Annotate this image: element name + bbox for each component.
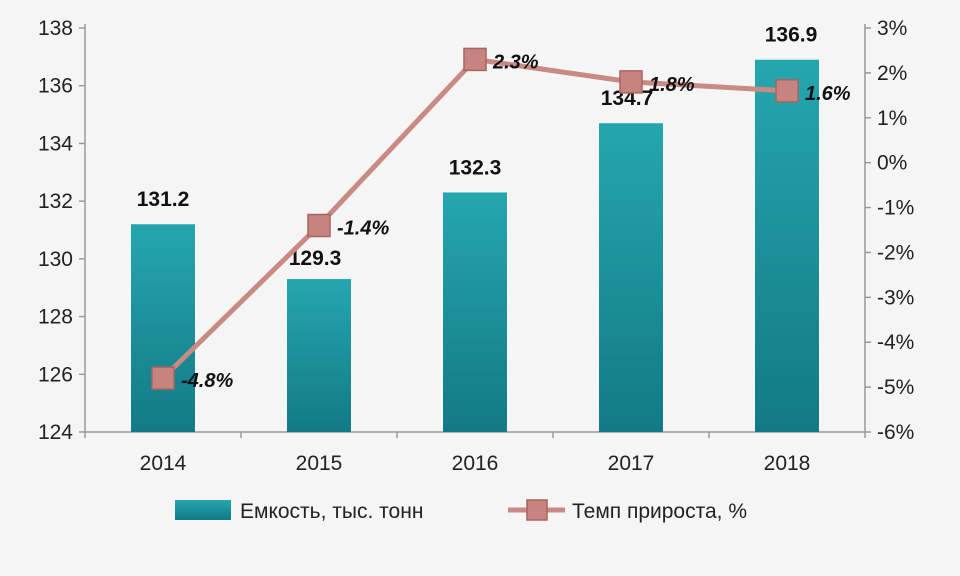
bar-2015 [287,279,351,432]
y-right-tick-label: -3% [877,286,914,309]
growth-rate-point-2014 [151,366,175,390]
bar-2018 [755,59,819,432]
growth-rate-data-label: -4.8% [181,370,233,392]
x-tick-label: 2018 [764,452,811,475]
bar-data-label: 132.3 [449,156,502,179]
y-left-tick-label: 138 [38,17,73,40]
y-right-tick-label: 3% [877,17,907,40]
growth-rate-data-label: -1.4% [337,218,389,240]
bar-2017 [599,123,663,432]
legend-marker-growth [526,499,548,521]
y-right-tick-label: -2% [877,241,914,264]
legend-swatch-capacity [175,500,231,520]
legend-label-growth: Темп прироста, % [572,500,747,523]
x-tick-label: 2017 [608,452,655,475]
y-left-tick-label: 134 [38,132,73,155]
x-tick-label: 2015 [296,452,343,475]
y-right-tick-label: 2% [877,62,907,85]
y-right-tick-label: -5% [877,376,914,399]
growth-rate-data-label: 2.3% [492,51,539,73]
x-tick-label: 2016 [452,452,499,475]
y-right-tick-label: 0% [877,152,907,175]
bar-2014 [131,224,195,432]
growth-rate-point-2016 [463,47,487,72]
x-tick-label: 2014 [140,452,187,475]
y-left-tick-label: 128 [38,306,73,329]
y-left-tick-label: 124 [38,421,73,444]
bar-2016 [443,192,507,432]
growth-rate-data-label: 1.6% [805,83,851,105]
y-left-tick-label: 130 [38,248,73,271]
y-right-tick-label: -6% [877,421,914,444]
y-left-tick-label: 136 [38,75,73,98]
y-right-tick-label: -1% [877,197,914,220]
bar-data-label: 129.3 [289,247,342,270]
y-left-tick-label: 132 [38,190,73,213]
growth-rate-point-2015 [307,213,331,238]
bar-data-label: 136.9 [765,24,818,47]
y-right-tick-label: -4% [877,331,914,354]
bar-data-label: 131.2 [137,188,190,211]
y-left-tick-label: 126 [38,363,73,386]
y-right-tick-label: 1% [877,107,907,130]
growth-rate-data-label: 1.8% [649,74,695,96]
growth-rate-point-2018 [775,79,799,103]
legend-label-capacity: Емкость, тыс. тонн [240,500,423,523]
growth-rate-point-2017 [619,70,643,94]
